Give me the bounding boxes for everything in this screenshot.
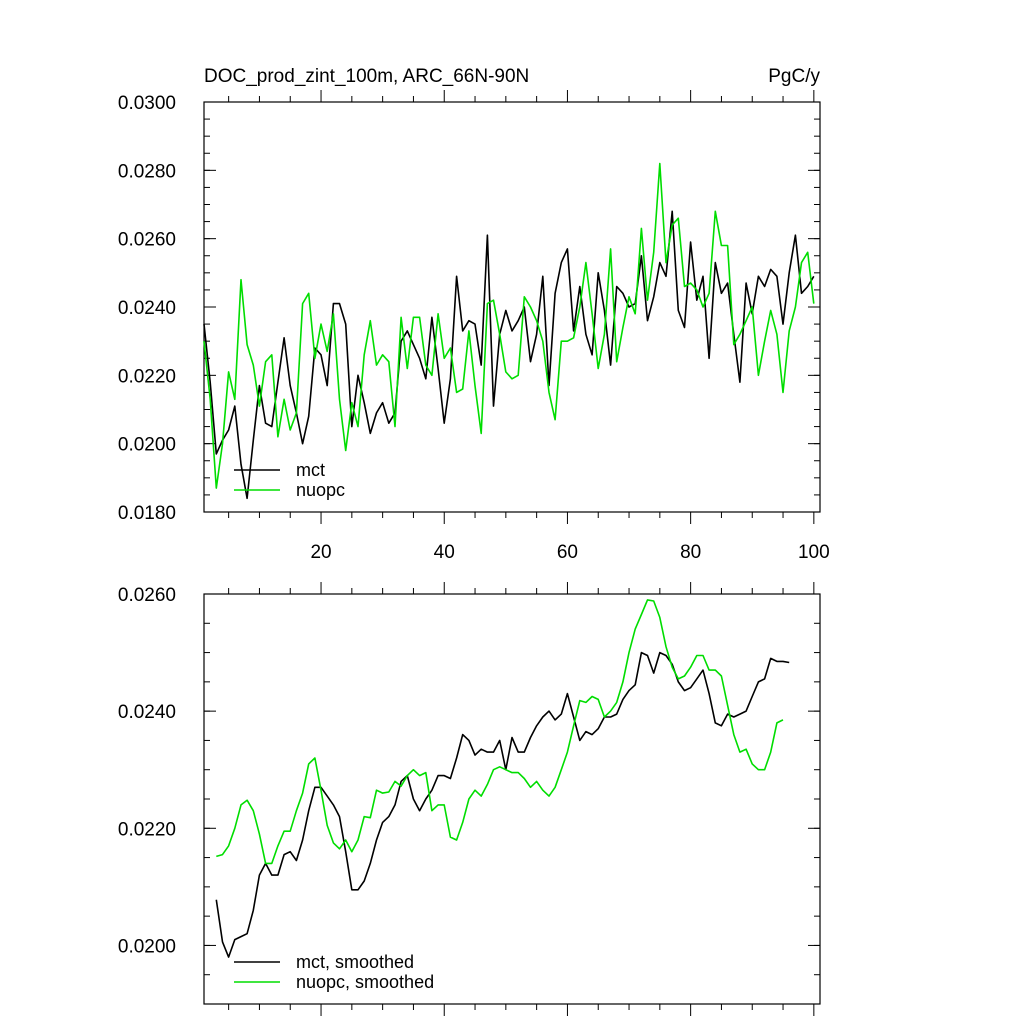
legend-label: nuopc, smoothed	[296, 972, 434, 992]
bottom-panel: 0.0200 0.0220 0.0240 0.0260 mct, smoothednu…	[118, 582, 821, 1016]
x-tick-label: 60	[557, 542, 578, 563]
plot-lines	[203, 162, 815, 500]
plot-frame	[203, 593, 821, 1005]
series-line-1	[216, 599, 784, 865]
y-tick-label: 0.0200	[118, 435, 176, 456]
legend-label: mct	[296, 460, 325, 480]
y-tick-label: 0.0220	[118, 366, 176, 387]
x-tick-label: 20	[310, 542, 331, 563]
y-tick-label: 0.0260	[118, 585, 176, 606]
axis-tick-labels: 0.0200 0.0220 0.0240 0.0260	[118, 585, 176, 957]
series-line-0	[203, 210, 815, 500]
chart-units: PgC/y	[768, 66, 820, 87]
y-tick-label: 0.0220	[118, 819, 176, 840]
legend-label: mct, smoothed	[296, 952, 414, 972]
plot-lines	[215, 599, 790, 958]
y-tick-label: 0.0240	[118, 702, 176, 723]
y-tick-label: 0.0280	[118, 161, 176, 182]
y-tick-label: 0.0300	[118, 93, 176, 114]
series-line-1	[203, 162, 815, 489]
y-tick-label: 0.0200	[118, 936, 176, 957]
y-tick-label: 0.0180	[118, 503, 176, 524]
top-panel: DOC_prod_zint_100m, ARC_66N-90N PgC/y 0.…	[118, 66, 830, 563]
plot-frame	[203, 101, 821, 513]
y-tick-label: 0.0240	[118, 298, 176, 319]
series-line-0	[215, 651, 790, 958]
axis-ticks	[204, 582, 820, 1016]
x-tick-label: 40	[434, 542, 455, 563]
legend-label: nuopc	[296, 480, 345, 500]
y-tick-label: 0.0260	[118, 230, 176, 251]
x-tick-label: 100	[798, 542, 830, 563]
x-tick-label: 80	[680, 542, 701, 563]
axis-tick-labels: 0.0180 0.0200 0.0220 0.0240 0.0260 0.0280 0.03…	[118, 93, 830, 563]
axis-ticks	[204, 90, 820, 524]
chart-title: DOC_prod_zint_100m, ARC_66N-90N	[204, 66, 529, 87]
